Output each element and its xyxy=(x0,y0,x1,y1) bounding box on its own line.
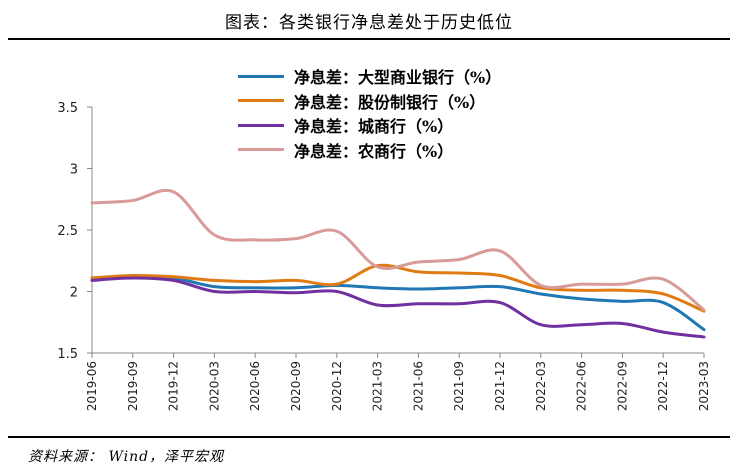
legend-item-0: 净息差：大型商业银行（%） xyxy=(238,64,501,89)
legend-label: 净息差：大型商业银行（%） xyxy=(294,68,502,88)
x-tick-label: 2022-06 xyxy=(575,361,589,411)
legend-swatch xyxy=(238,148,284,152)
series-line-3 xyxy=(90,189,706,312)
x-tick-label: 2022-09 xyxy=(615,361,629,411)
legend-label: 净息差：城商行（%） xyxy=(294,117,454,137)
x-tick-label: 2021-09 xyxy=(452,361,466,411)
y-tick-label: 3.5 xyxy=(57,101,78,116)
y-tick-label: 2 xyxy=(70,286,78,301)
x-tick-label: 2021-12 xyxy=(493,361,507,411)
legend-item-3: 净息差：农商行（%） xyxy=(238,138,501,163)
x-tick-label: 2020-12 xyxy=(330,361,344,411)
chart-legend: 净息差：大型商业银行（%） 净息差：股份制银行（%） 净息差：城商行（%） 净息差：农… xyxy=(238,64,501,162)
y-tick-label: 3 xyxy=(70,163,78,178)
x-tick-label: 2021-03 xyxy=(371,361,385,411)
series-lines xyxy=(90,189,706,339)
title-divider xyxy=(8,38,730,40)
series-line-0 xyxy=(90,275,706,332)
x-tick-label: 2021-06 xyxy=(411,361,425,411)
y-tick-label: 2.5 xyxy=(57,224,78,239)
source-value: Wind，泽平宏观 xyxy=(108,449,225,465)
y-tick-label: 1.5 xyxy=(57,347,78,362)
x-tick-label: 2022-03 xyxy=(534,361,548,411)
x-tick-label: 2020-06 xyxy=(248,361,262,411)
legend-item-1: 净息差：股份制银行（%） xyxy=(238,89,501,114)
x-tick-label: 2023-03 xyxy=(697,361,711,411)
series-line-2 xyxy=(90,276,706,339)
x-tick-label: 2019-12 xyxy=(167,361,181,411)
legend-swatch xyxy=(238,74,284,78)
x-tick-label: 2019-06 xyxy=(85,361,99,411)
legend-swatch xyxy=(238,99,284,103)
x-tick-label: 2019-09 xyxy=(126,361,140,411)
legend-label: 净息差：股份制银行（%） xyxy=(294,92,486,112)
legend-item-2: 净息差：城商行（%） xyxy=(238,113,501,138)
x-tick-label: 2020-09 xyxy=(289,361,303,411)
source-note: 资料来源： Wind，泽平宏观 xyxy=(28,446,224,466)
x-tick-label: 2020-03 xyxy=(207,361,221,411)
legend-label: 净息差：农商行（%） xyxy=(294,141,454,161)
footer-divider xyxy=(8,436,730,438)
source-label: 资料来源： xyxy=(28,449,103,465)
x-axis-ticks: 2019-06 2019-09 2019-12 2020-03 2020-06 2020-… xyxy=(85,353,711,411)
chart-title: 图表：各类银行净息差处于历史低位 xyxy=(225,13,513,33)
legend-swatch xyxy=(238,123,284,127)
title-bar: 图表：各类银行净息差处于历史低位 xyxy=(8,2,730,40)
y-axis-ticks: 1.5 2 2.5 3 3.5 xyxy=(57,101,92,362)
x-tick-label: 2022-12 xyxy=(656,361,670,411)
